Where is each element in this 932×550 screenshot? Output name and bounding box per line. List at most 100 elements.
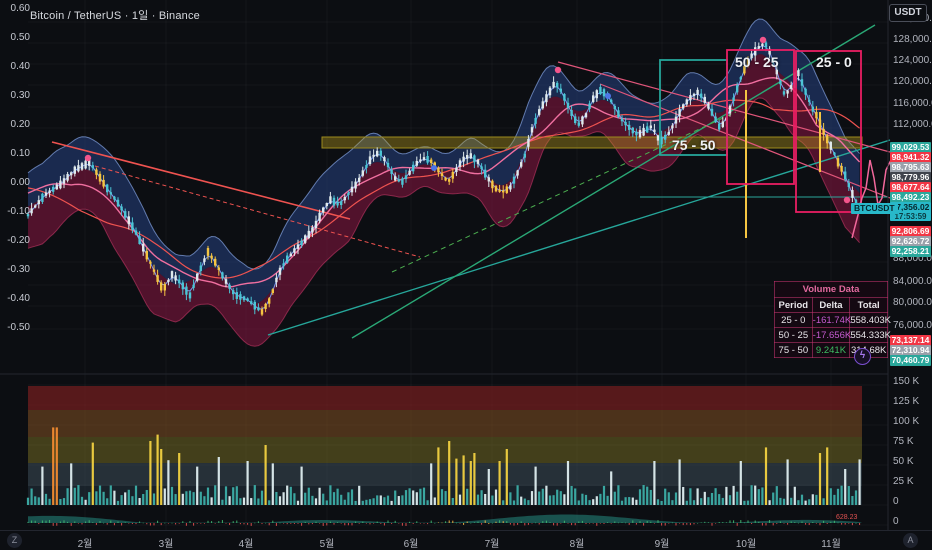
volume-axis-label: 25 K [893, 476, 914, 487]
volume-pane [26, 386, 862, 505]
range-box[interactable] [726, 49, 795, 185]
table-row: 50 - 25 -17.656K 554.333K [774, 327, 891, 343]
period-cell: 75 - 50 [774, 342, 813, 358]
period-cell: 25 - 0 [774, 312, 813, 328]
volume-axis-label: 50 K [893, 456, 914, 467]
trend-lines [51, 24, 891, 339]
month-tick-label[interactable]: 7월 [484, 539, 500, 550]
blue-marker-dot [431, 165, 437, 171]
delta-cell: -161.74K [811, 312, 852, 328]
pink-marker-dot [84, 154, 92, 162]
volume-axis-label: 0 [893, 496, 899, 507]
pink-marker-dot [843, 196, 851, 204]
price-level-tag: 73,137.14 [890, 334, 931, 346]
price-level-tag: 98,677.64 [890, 181, 931, 193]
price-axis-label: 120,000.00 [893, 76, 932, 87]
left-scale-tick: 0.50 [10, 32, 30, 43]
price-axis-label: 128,000.00 [893, 34, 932, 45]
trend-line[interactable] [351, 24, 876, 339]
left-scale-tick: 0.30 [10, 90, 30, 101]
month-tick-label[interactable]: 6월 [403, 539, 419, 550]
volume-zone-band [28, 410, 862, 437]
price-level-tag: 98,779.96 [890, 171, 931, 183]
left-scale-tick: 0.10 [10, 148, 30, 159]
month-tick-label[interactable]: 8월 [569, 539, 585, 550]
volume-data-table: Volume Data Period Delta Total 25 - 0 -1… [774, 281, 891, 358]
volume-axis-label: 0 [893, 516, 899, 527]
period-cell: 50 - 25 [774, 327, 813, 343]
oscillator-strip [27, 514, 862, 526]
range-box[interactable] [795, 50, 862, 213]
countdown-timer: 17:53:59 [894, 212, 927, 221]
column-header-total: Total [849, 297, 888, 313]
price-level-tag: 98,795.63 [890, 161, 931, 173]
left-scale-tick: 0.40 [10, 61, 30, 72]
red-ma-line [27, 99, 860, 279]
volume-axis-label: 125 K [893, 396, 920, 407]
month-tick-label[interactable]: 3월 [158, 539, 174, 550]
left-scale-tick: -0.20 [7, 235, 30, 246]
auto-scale-button[interactable]: A [903, 533, 918, 548]
month-tick-label[interactable]: 9월 [654, 539, 670, 550]
month-tick-label[interactable]: 11월 [821, 539, 841, 550]
left-scale-tick: -0.40 [7, 293, 30, 304]
trend-line[interactable] [391, 111, 737, 273]
total-cell: 554.333K [849, 327, 891, 343]
left-scale-tick: 0.20 [10, 119, 30, 130]
column-header-delta: Delta [811, 297, 851, 313]
blue-basis-line [27, 45, 860, 310]
range-box-label: 25 - 0 [816, 54, 852, 70]
left-scale-tick: 0.60 [10, 3, 30, 14]
volume-axis-label: 75 K [893, 436, 914, 447]
range-boxes [659, 49, 862, 213]
month-tick-label[interactable]: 10월 [735, 539, 757, 550]
delta-cell: 9.241K [811, 342, 851, 358]
price-level-tag: 92,626.72 [890, 235, 931, 247]
pink-marker-dot [759, 36, 767, 44]
price-level-tag: 98,941.32 [890, 151, 931, 163]
price-axis-label: 112,000.00 [893, 119, 932, 130]
currency-unit-button[interactable]: USDT [889, 4, 927, 22]
month-tick-label[interactable]: 2월 [77, 539, 93, 550]
total-cell: 558.403K [849, 312, 891, 328]
range-box-label: 50 - 25 [735, 54, 779, 70]
left-scale-tick: -0.10 [7, 206, 30, 217]
volume-zone-band [28, 437, 862, 463]
symbol-title[interactable]: Bitcoin / TetherUS · 1일 · Binance [30, 10, 200, 22]
trend-line[interactable] [267, 139, 891, 336]
timezone-button[interactable]: Z [7, 533, 22, 548]
moving-average-lines [27, 45, 861, 310]
month-tick-label[interactable]: 5월 [319, 539, 335, 550]
yellow-supply-band[interactable] [321, 136, 863, 149]
volume-zone-band [28, 463, 862, 486]
price-axis-label: 116,000.00 [893, 98, 932, 109]
blue-marker-dot [605, 93, 611, 99]
price-level-tag: 70,460.79 [890, 354, 931, 366]
price-axis-label: 80,000.00 [893, 297, 932, 308]
price-level-tag: 72,310.94 [890, 344, 931, 356]
price-level-tag: 98,492.23 [890, 191, 931, 203]
left-scale-tick: -0.50 [7, 322, 30, 333]
marker-dots [84, 36, 851, 204]
price-axis-label: 88,000.00 [893, 253, 932, 264]
range-box-label: 75 - 50 [672, 137, 716, 153]
price-axis-label: 76,000.00 [893, 320, 932, 331]
current-price: 97,356.02 [891, 202, 930, 212]
pink-marker-dot [554, 66, 562, 74]
trend-line[interactable] [51, 141, 351, 220]
table-row: 25 - 0 -161.74K 558.403K [774, 312, 891, 328]
price-level-tag: 92,258.21 [890, 245, 931, 257]
price-level-tag: 92,806.69 [890, 225, 931, 237]
month-tick-label[interactable]: 4월 [238, 539, 254, 550]
trend-line[interactable] [94, 165, 421, 258]
volume-table-title: Volume Data [774, 281, 888, 298]
symbol-price-label: BTCUSDT [851, 203, 898, 214]
time-axis[interactable]: Z 2월 3월 4월 5월 6월 7월 8월 9월 10월 11월 A [0, 530, 932, 550]
lightning-bolt-icon[interactable]: ϟ [854, 348, 871, 365]
volume-axis-label: 150 K [893, 376, 920, 387]
pink-ma-line [27, 76, 861, 288]
price-level-tag: 99,029.53 [890, 141, 931, 153]
volume-zone-band [28, 386, 862, 410]
